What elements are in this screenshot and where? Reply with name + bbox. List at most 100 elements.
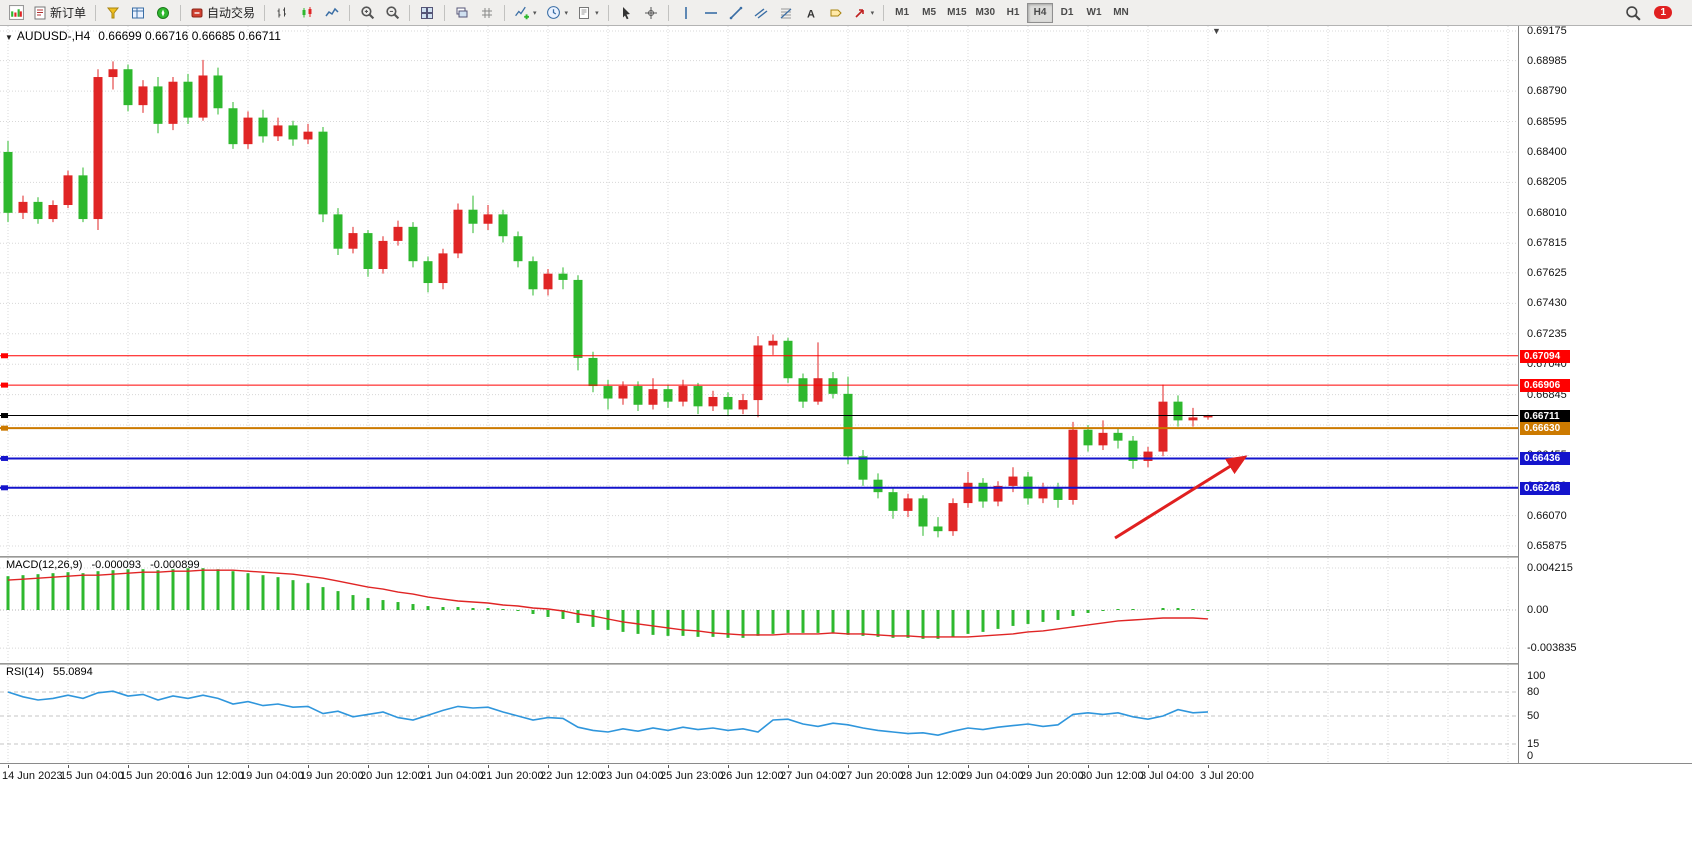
symbol-period-label: AUDUSD-,H4	[16, 29, 91, 43]
line-handle[interactable]	[1, 382, 8, 388]
timeframe-mn-button[interactable]: MN	[1108, 3, 1134, 23]
arrow-shape-icon	[855, 8, 864, 18]
line-handle[interactable]	[1, 353, 8, 359]
symbol-menu-icon[interactable]: ▼	[5, 33, 13, 42]
macd-scale-label: 0.00	[1527, 604, 1549, 616]
macd-signal-value: -0.000899	[150, 559, 200, 571]
search-icon	[1626, 5, 1642, 21]
notification-badge[interactable]: 1	[1654, 6, 1672, 19]
add-indicator-button[interactable]: ▾	[510, 2, 541, 24]
cascade-windows-button[interactable]	[450, 2, 474, 24]
candle	[438, 253, 448, 284]
candle	[408, 226, 418, 262]
timeframe-h1-button[interactable]: H1	[1000, 3, 1026, 23]
rsi-panel[interactable]	[0, 665, 1518, 763]
time-axis-tick	[188, 765, 189, 768]
candle	[558, 273, 568, 280]
macd-title: MACD(12,26,9)	[6, 559, 83, 571]
candle	[1068, 429, 1078, 500]
crosshair-tool-button[interactable]	[639, 2, 663, 24]
tile-windows-button[interactable]	[415, 2, 439, 24]
vertical-line-tool-button[interactable]	[674, 2, 698, 24]
cursor-tool-button[interactable]	[614, 2, 638, 24]
label-tool-button[interactable]	[824, 2, 848, 24]
timeframe-h4-button[interactable]: H4	[1027, 2, 1053, 23]
toolbar-separator	[95, 4, 97, 21]
templates-button[interactable]: ▾	[573, 2, 603, 24]
horizontal-line-tool-button[interactable]	[699, 2, 723, 24]
price-line-label: 0.67094	[1520, 350, 1570, 363]
main-chart[interactable]	[0, 26, 1518, 556]
trend-arrow[interactable]	[1114, 455, 1248, 540]
candle	[1083, 429, 1093, 446]
timeframe-m5-button[interactable]: M5	[916, 3, 942, 23]
price-line-label: 0.66436	[1520, 452, 1570, 465]
time-axis-tick	[1028, 765, 1029, 768]
channel-tool-button[interactable]	[749, 2, 773, 24]
trendline-tool-button[interactable]	[724, 2, 748, 24]
timeframe-m15-button[interactable]: M15	[943, 3, 970, 23]
trendline-icon	[729, 6, 742, 19]
candle	[168, 81, 178, 124]
zoom-out-icon	[385, 6, 399, 20]
line-handle[interactable]	[1, 425, 8, 431]
new-chart-button[interactable]	[4, 2, 28, 24]
line-handle[interactable]	[1, 413, 8, 419]
time-axis-tick	[668, 765, 669, 768]
timeframe-m1-button[interactable]: M1	[889, 3, 915, 23]
macd-panel[interactable]	[0, 558, 1518, 663]
market-watch-button[interactable]	[101, 2, 125, 24]
time-axis-tick	[368, 765, 369, 768]
zoom-out-button[interactable]	[380, 2, 404, 24]
candle	[453, 209, 463, 254]
order-ticket-icon	[34, 6, 46, 19]
candle	[1143, 451, 1153, 461]
price-axis-label: 0.67235	[1527, 328, 1567, 340]
candle	[333, 214, 343, 249]
price-axis-label: 0.67430	[1527, 297, 1567, 309]
chevron-down-icon: ▾	[564, 9, 569, 17]
candle	[933, 526, 943, 532]
search-button[interactable]	[1621, 2, 1645, 24]
price-axis[interactable]: 0.67094 0.66906 0.66711 0.66630 0.66436 0.662…	[1518, 25, 1692, 763]
candle	[813, 378, 823, 402]
line-chart-icon	[325, 7, 339, 16]
line-chart-button[interactable]	[320, 2, 344, 24]
timeframe-m30-button[interactable]: M30	[972, 3, 999, 23]
rsi-header: RSI(14) 55.0894	[6, 666, 93, 678]
panel-splitter[interactable]	[0, 556, 1692, 558]
candle	[543, 273, 553, 290]
rsi-title: RSI(14)	[6, 666, 44, 678]
time-axis-label: 21 Jun 20:00	[480, 770, 544, 782]
periods-button[interactable]: ▾	[542, 2, 573, 24]
candle	[18, 201, 28, 213]
fibonacci-tool-button[interactable]	[774, 2, 798, 24]
candle	[378, 240, 388, 269]
line-handle[interactable]	[1, 455, 8, 461]
line-handle[interactable]	[1, 485, 8, 491]
time-axis-tick	[428, 765, 429, 768]
arrows-tool-button[interactable]: ▾	[849, 2, 879, 24]
new-order-label: 新订单	[50, 6, 87, 20]
panel-splitter[interactable]	[0, 663, 1692, 665]
auto-trading-button[interactable]: 自动交易	[186, 2, 259, 24]
timeframe-w1-button[interactable]: W1	[1081, 3, 1107, 23]
grid-toggle-button[interactable]	[475, 2, 499, 24]
price-axis-label: 0.66845	[1527, 389, 1567, 401]
candlestick-chart-button[interactable]	[295, 2, 319, 24]
add-indicator-icon	[515, 6, 530, 20]
text-tool-button[interactable]: A	[799, 2, 823, 24]
data-window-button[interactable]	[126, 2, 150, 24]
chart-shift-marker[interactable]: ▼	[1212, 26, 1221, 36]
navigator-button[interactable]	[151, 2, 175, 24]
candle	[1173, 401, 1183, 421]
candle	[108, 69, 118, 78]
zoom-in-button[interactable]	[355, 2, 379, 24]
timeframe-d1-button[interactable]: D1	[1054, 3, 1080, 23]
bar-chart-button[interactable]	[270, 2, 294, 24]
candle	[693, 386, 703, 407]
new-order-button[interactable]: 新订单	[29, 2, 90, 24]
time-axis-label: 20 Jun 12:00	[360, 770, 424, 782]
time-axis[interactable]: 14 Jun 2023 15 Jun 04:00 15 Jun 20:00 16 Ju…	[0, 763, 1692, 786]
time-axis-label: 29 Jun 04:00	[960, 770, 1024, 782]
